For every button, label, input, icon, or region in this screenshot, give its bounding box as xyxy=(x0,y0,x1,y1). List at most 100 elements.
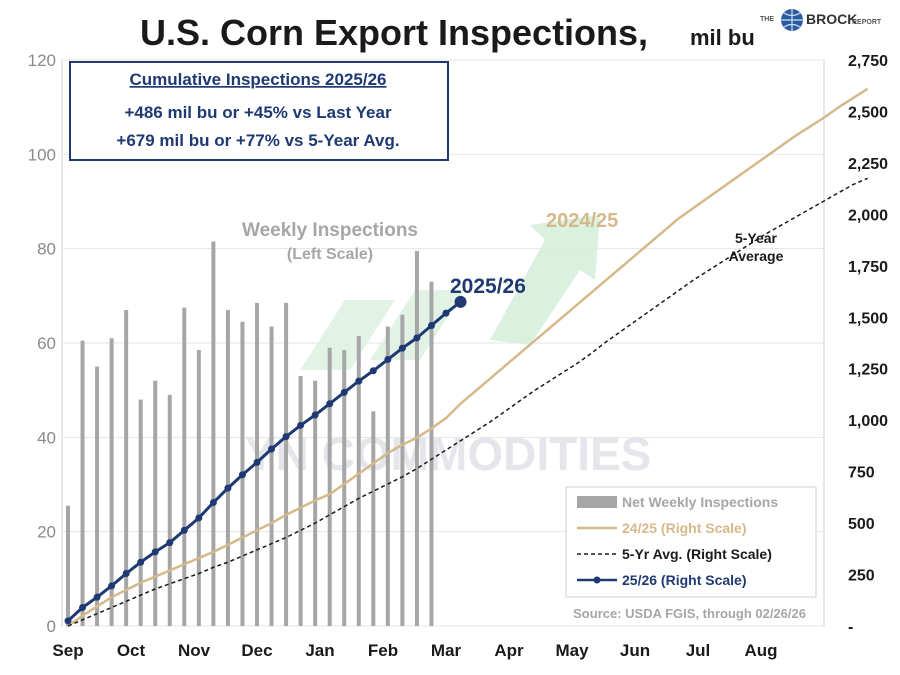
month-label: Apr xyxy=(494,641,524,660)
series-point xyxy=(326,400,334,408)
chart-title-units: mil bu xyxy=(690,25,755,50)
legend-label: Net Weekly Inspections xyxy=(622,494,778,510)
right-tick-label: 750 xyxy=(848,465,875,482)
info-box-line2: +679 mil bu or +77% vs 5-Year Avg. xyxy=(116,131,399,150)
right-tick-label: 2,500 xyxy=(848,104,888,121)
series-point xyxy=(413,334,421,342)
info-box: Cumulative Inspections 2025/26 +486 mil … xyxy=(69,61,449,161)
series-point xyxy=(427,322,435,330)
weekly-bar xyxy=(269,326,274,626)
series-point xyxy=(93,593,101,601)
source-note: Source: USDA FGIS, through 02/26/26 xyxy=(573,606,806,621)
weekly-bar xyxy=(124,309,129,626)
weekly-label-2: (Left Scale) xyxy=(287,246,373,263)
weekly-bar xyxy=(313,380,318,626)
weekly-bar xyxy=(429,281,434,626)
series-point xyxy=(369,367,377,375)
brand-name: BROCK xyxy=(806,11,857,27)
series-point xyxy=(268,445,276,453)
left-tick-label: 20 xyxy=(37,523,56,542)
right-tick-label: - xyxy=(848,619,853,636)
series-point xyxy=(180,526,188,534)
right-tick-label: 2,000 xyxy=(848,207,888,224)
series-line xyxy=(67,177,868,627)
label-2024-25: 2024/25 xyxy=(546,210,618,232)
legend-label: 25/26 (Right Scale) xyxy=(622,572,747,588)
series-point xyxy=(122,570,130,578)
series-point-latest xyxy=(454,295,467,308)
series-line xyxy=(67,87,869,628)
brand-logo: THE BROCK REPORT xyxy=(760,9,882,31)
series-point xyxy=(64,617,72,625)
series-point xyxy=(195,514,203,522)
left-tick-label: 60 xyxy=(37,334,56,353)
brand-suffix: REPORT xyxy=(852,19,882,26)
left-tick-label: 0 xyxy=(47,617,56,636)
weekly-bar xyxy=(196,350,201,626)
label-5yr-1: 5-Year xyxy=(735,230,778,246)
weekly-bar xyxy=(225,309,230,626)
series-lines xyxy=(64,87,869,628)
series-point xyxy=(297,421,305,429)
series-point xyxy=(108,582,116,590)
month-label: Jun xyxy=(620,641,650,660)
left-tick-label: 80 xyxy=(37,240,56,259)
info-box-line1: +486 mil bu or +45% vs Last Year xyxy=(124,103,392,122)
left-tick-label: 40 xyxy=(37,428,56,447)
weekly-bar xyxy=(400,314,405,626)
month-label: Dec xyxy=(241,641,272,660)
legend-label: 24/25 (Right Scale) xyxy=(622,520,747,536)
series-point xyxy=(282,433,290,441)
series-point xyxy=(137,558,145,566)
weekly-bar xyxy=(167,394,172,626)
series-point xyxy=(238,471,246,479)
weekly-bar xyxy=(80,340,85,626)
right-tick-label: 2,750 xyxy=(848,53,888,70)
right-tick-label: 1,000 xyxy=(848,413,888,430)
weekly-bar xyxy=(342,350,347,626)
series-point xyxy=(253,458,261,466)
series-point xyxy=(224,484,232,492)
legend: Net Weekly Inspections 24/25 (Right Scale… xyxy=(565,486,817,598)
x-axis: Sep Oct Nov Dec Jan Feb Mar Apr May Jun Jul Aug xyxy=(52,641,777,660)
weekly-bar xyxy=(182,307,187,626)
legend-swatch-marker xyxy=(593,576,601,584)
month-label: Jan xyxy=(305,641,334,660)
series-point xyxy=(355,377,363,385)
series-line xyxy=(66,300,462,622)
weekly-bar xyxy=(138,399,143,626)
left-tick-label: 100 xyxy=(28,145,56,164)
month-label: Feb xyxy=(368,641,398,660)
month-label: Nov xyxy=(178,641,211,660)
right-tick-label: 1,750 xyxy=(848,259,888,276)
right-tick-label: 2,250 xyxy=(848,156,888,173)
right-tick-label: 1,500 xyxy=(848,310,888,327)
month-label: Jul xyxy=(686,641,711,660)
weekly-bar xyxy=(327,347,332,626)
series-point xyxy=(384,355,392,363)
weekly-bar xyxy=(109,338,114,626)
weekly-bar xyxy=(211,241,216,626)
left-tick-label: 120 xyxy=(28,51,56,70)
weekly-bar xyxy=(95,366,100,626)
month-label: Aug xyxy=(744,641,777,660)
weekly-bar xyxy=(298,376,303,626)
weekly-bar xyxy=(356,335,361,626)
series-point xyxy=(166,539,174,547)
brand-prefix: THE xyxy=(760,16,774,23)
series-point xyxy=(340,388,348,396)
weekly-bar xyxy=(284,302,289,626)
weekly-bar xyxy=(153,380,158,626)
right-tick-label: 500 xyxy=(848,516,875,533)
weekly-bar xyxy=(385,326,390,626)
chart-title: U.S. Corn Export Inspections, xyxy=(140,12,648,53)
label-5yr-2: Average xyxy=(729,248,784,264)
series-point xyxy=(151,548,159,556)
weekly-bar xyxy=(66,505,70,626)
series-point xyxy=(209,499,217,507)
series-point xyxy=(398,344,406,352)
legend-label: 5-Yr Avg. (Right Scale) xyxy=(622,546,772,562)
right-tick-label: 250 xyxy=(848,568,875,585)
month-label: Mar xyxy=(431,641,462,660)
